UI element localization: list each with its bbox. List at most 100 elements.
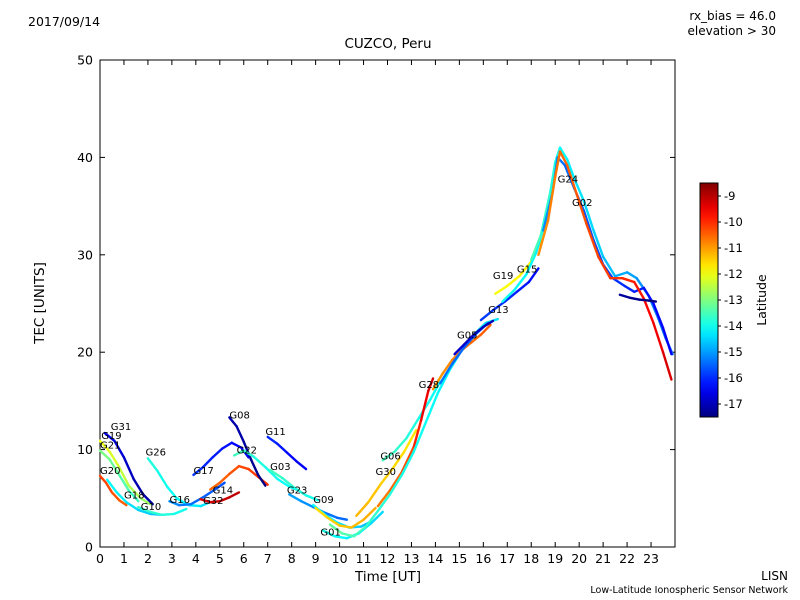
satellite-label: G28 [419,380,439,391]
track-segment [288,493,303,503]
lisn-network-name: Low-Latitude Ionospheric Sensor Network [590,585,788,596]
y-tick-label: 40 [77,150,93,165]
track-segment [518,260,533,278]
x-tick-label: 4 [192,551,200,566]
satellite-label: G20 [100,466,120,477]
track-segment [441,358,454,375]
x-tick-label: 16 [475,551,491,566]
satellite-label: G21 [100,441,120,452]
track-segment [558,150,569,167]
x-tick-label: 6 [240,551,248,566]
colorbar-tick-label: -9 [724,189,735,203]
track-segment [565,158,576,181]
track-G08 [228,416,267,487]
track-segment [300,500,315,509]
x-tick-label: 10 [332,551,348,566]
track-G13 [479,267,540,322]
satellite-label: G13 [488,305,508,316]
track-segment [235,425,245,444]
track-segment [479,323,492,336]
satellite-label: G06 [380,451,400,462]
track-segment [249,458,260,477]
track-segment [376,489,392,508]
track-segment [232,449,245,457]
track-segment [513,273,528,292]
track-segment [141,493,154,506]
track-segment [575,193,588,225]
track-track-blue-late [618,293,658,303]
track-segment [393,436,408,453]
satellite-label: G31 [111,422,131,433]
track-segment [168,500,181,507]
x-tick-label: 15 [451,551,467,566]
track-segment [125,500,140,512]
track-segment [582,209,595,242]
track-segment [494,284,509,295]
track-segment [424,391,440,424]
y-tick-label: 20 [77,345,93,360]
track-segment [252,455,267,469]
track-segment [355,500,370,518]
track-segment [403,428,418,453]
track-segment [228,416,238,428]
track-segment [108,458,121,477]
track-segment [412,419,423,448]
track-segment [525,251,538,276]
track-segment [264,465,279,481]
track-segment [149,510,164,517]
track-segment [412,421,428,453]
track-G31 [103,431,154,506]
track-segment [539,190,552,237]
track-segment [146,457,159,473]
track-segment [115,491,128,504]
track-segment [350,518,365,529]
track-segment [661,326,673,356]
track-segment [462,333,475,346]
track-segment [173,507,188,516]
track-segment [352,525,368,538]
satellite-label: G03 [270,462,290,473]
track-segment [530,234,543,261]
track-segment [633,280,646,300]
track-segment [405,417,420,440]
track-G20 [98,474,128,507]
track-segment [104,481,114,494]
track-segment [491,300,507,312]
track-segment [326,516,341,527]
track-segment [192,465,205,477]
x-tick-label: 8 [288,551,296,566]
track-segment [335,516,348,521]
x-tick-label: 14 [427,551,443,566]
track-segment [285,451,298,463]
track-segment [199,498,212,504]
satellite-label: G30 [376,467,396,478]
track-segment [156,469,169,488]
track-segment [503,290,519,303]
track-segment [117,473,130,492]
track-G02 [542,156,673,356]
track-G24 [530,146,674,356]
y-tick-label: 30 [77,247,93,262]
track-segment [105,478,118,494]
track-segment [276,477,291,488]
track-segment [237,464,250,471]
x-tick-label: 7 [264,551,272,566]
track-segment [122,456,135,481]
track-segment [585,222,600,258]
colorbar-tick-label: -13 [724,293,743,307]
track-segment [367,483,382,504]
satellite-labels: G31G19G21G20G26G18G10G16G17G14G32G08G22G… [100,175,592,539]
date-label: 2017/09/14 [28,14,100,29]
satellite-label: G26 [146,447,166,458]
track-segment [400,450,416,477]
track-segment [618,293,631,299]
track-track-yellow-min [314,506,377,529]
x-tick-label: 2 [144,551,152,566]
track-segment [558,146,569,161]
track-G11 [266,435,308,471]
track-segment [137,505,152,514]
track-segment [429,380,442,401]
track-G30 [355,428,418,518]
